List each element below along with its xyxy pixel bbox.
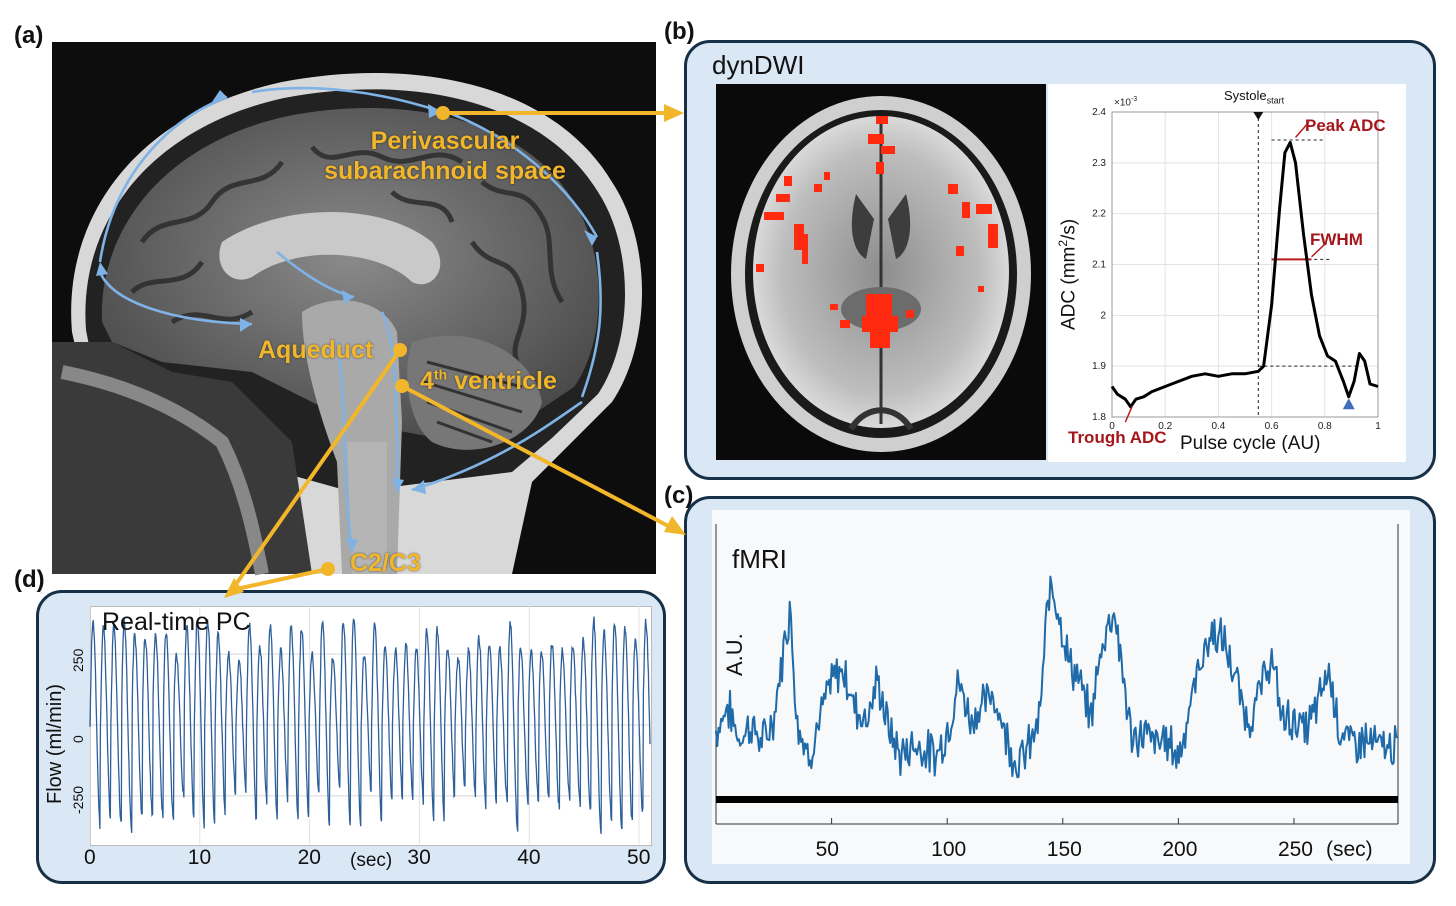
systole-arrow bbox=[1253, 112, 1264, 120]
fmri-x-unit: (sec) bbox=[1326, 838, 1373, 861]
systole-sub: start bbox=[1266, 95, 1285, 106]
pc-x-tick-label: 40 bbox=[517, 846, 541, 869]
pc-x-tick-label: 50 bbox=[627, 846, 651, 869]
adc-y-tick-label: 2.1 bbox=[1092, 260, 1106, 271]
connector-dot-c2c3 bbox=[321, 562, 335, 576]
trough-annotation-arrow bbox=[1124, 406, 1133, 423]
pc-x-tick-label: 30 bbox=[407, 846, 431, 869]
adc-x-tick-label: 0.2 bbox=[1158, 421, 1172, 432]
label-perivascular-line1: Perivascular bbox=[370, 127, 520, 155]
label-aqueduct: Aqueduct bbox=[258, 336, 374, 364]
adc-marker-triangle bbox=[1342, 398, 1355, 410]
adc-x-axis-label: Pulse cycle (AU) bbox=[1180, 433, 1321, 454]
fwhm-annotation-arrow bbox=[1310, 243, 1326, 258]
axial-brain-image bbox=[716, 84, 1046, 460]
fmri-series-line bbox=[715, 575, 1399, 779]
adc-x-tick-label: 0 bbox=[1109, 421, 1115, 432]
peak-annotation-arrow bbox=[1294, 121, 1310, 138]
adc-mult: ×10 bbox=[1114, 97, 1131, 109]
arrowhead-to-c bbox=[664, 516, 686, 535]
arrowhead-to-b bbox=[664, 104, 684, 122]
connector-dot-aqueduct bbox=[393, 343, 407, 357]
panel-label-d: (d) bbox=[14, 566, 45, 593]
adc-axes-frame bbox=[1111, 111, 1379, 418]
adc-x-tick-label: 0.4 bbox=[1211, 421, 1225, 432]
fmri-plot-bg bbox=[712, 510, 1410, 864]
label-perivascular-line2: subarachnoid space bbox=[324, 157, 566, 185]
fmri-baseline-bar bbox=[716, 796, 1398, 803]
fmri-x-tick-label: 250 bbox=[1277, 838, 1313, 861]
pc-x-tick-label: 10 bbox=[187, 846, 212, 869]
fmri-x-tick-label: 50 bbox=[815, 838, 839, 861]
arrowhead-to-d bbox=[224, 578, 244, 598]
adc-line-chart: 0 0.2 0.4 0.6 0.8 1 1.8 1.9 2 2.1 2.2 2.3 2.4 bbox=[1092, 107, 1381, 432]
adc-y-tick-label: 2.3 bbox=[1092, 158, 1106, 169]
fmri-title: fMRI bbox=[732, 544, 787, 574]
fmri-line-chart bbox=[715, 524, 1399, 825]
sagittal-mri-image bbox=[52, 42, 656, 576]
pc-series-line bbox=[89, 616, 651, 834]
fmri-x-tick-label: 100 bbox=[931, 838, 967, 861]
adc-y-tick-label: 2 bbox=[1100, 310, 1106, 321]
trough-adc-annotation: Trough ADC bbox=[1068, 428, 1167, 447]
adc-y-multiplier: ×10-3 bbox=[1114, 96, 1137, 108]
connector-dot-4th-ventricle bbox=[395, 379, 409, 393]
adc-series-line bbox=[1110, 141, 1379, 409]
dyndwi-title: dynDWI bbox=[712, 50, 805, 80]
label-4th-word: ventricle bbox=[447, 367, 557, 395]
label-4th-num: 4 bbox=[420, 367, 434, 395]
adc-x-tick-label: 0.8 bbox=[1318, 421, 1332, 432]
adc-y-tick-label: 2.2 bbox=[1092, 209, 1106, 220]
adc-mult-exp: -3 bbox=[1130, 96, 1138, 103]
adc-y-tick-label: 2.4 bbox=[1092, 107, 1106, 118]
adc-x-tick-label: 1 bbox=[1375, 421, 1381, 432]
label-perivascular-subarachnoid-space: Perivascular subarachnoid space bbox=[300, 126, 590, 186]
label-4th-ventricle: 4th ventricle bbox=[420, 366, 557, 396]
label-4th-sup: th bbox=[433, 366, 448, 383]
panel-label-a: (a) bbox=[14, 22, 44, 49]
adc-y-tick-label: 1.8 bbox=[1092, 412, 1106, 423]
fmri-x-tick-label: 150 bbox=[1046, 838, 1082, 861]
pc-x-tick-label: 20 bbox=[297, 846, 321, 869]
systole-text: Systole bbox=[1224, 88, 1267, 103]
fwhm-annotation: FWHM bbox=[1310, 230, 1363, 249]
systole-start-label: Systolestart bbox=[1224, 88, 1284, 106]
peak-adc-annotation: Peak ADC bbox=[1305, 116, 1386, 135]
connector-dot-perivascular bbox=[436, 106, 450, 120]
panel-label-b: (b) bbox=[664, 18, 695, 45]
pc-line-chart bbox=[89, 606, 651, 844]
panel-label-c: (c) bbox=[664, 482, 694, 509]
pc-x-axis-unit: (sec) bbox=[350, 850, 393, 871]
adc-y-tick-label: 1.9 bbox=[1092, 361, 1106, 372]
pc-x-tick-label: 0 bbox=[84, 846, 96, 869]
fmri-x-tick-label: 200 bbox=[1162, 838, 1198, 861]
adc-x-tick-label: 0.6 bbox=[1265, 421, 1279, 432]
adc-plot-area bbox=[1048, 84, 1406, 462]
label-c2c3: C2/C3 bbox=[350, 549, 421, 577]
pc-title: Real-time PC bbox=[102, 608, 251, 636]
